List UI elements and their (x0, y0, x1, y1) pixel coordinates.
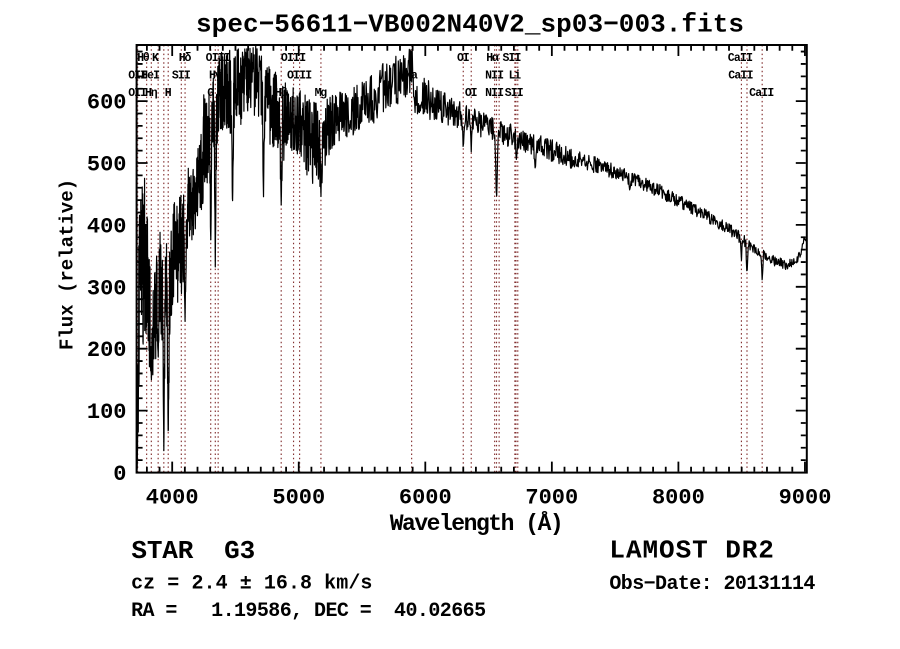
svg-text:9000: 9000 (779, 486, 832, 511)
svg-text:NII: NII (485, 87, 504, 100)
svg-text:8000: 8000 (652, 486, 705, 511)
svg-text:OI: OI (457, 52, 470, 65)
svg-text:OII: OII (128, 87, 147, 100)
svg-text:Flux (relative): Flux (relative) (57, 179, 79, 350)
svg-text:OI: OI (465, 87, 478, 100)
svg-text:SII: SII (172, 70, 191, 83)
svg-text:400: 400 (87, 214, 127, 239)
svg-text:RA = 1.19586, DEC = 40.0266: RA = 1.19586, DEC = 40.02665 (131, 600, 486, 623)
svg-text:5000: 5000 (272, 486, 325, 511)
svg-text:600: 600 (87, 91, 127, 116)
svg-text:cz = 2.4 ± 16.8 km/s: cz = 2.4 ± 16.8 km/s (131, 573, 372, 596)
svg-text:Hδ: Hδ (179, 52, 192, 65)
svg-text:OIII: OIII (287, 70, 312, 83)
svg-text:K: K (152, 52, 159, 65)
svg-text:SII: SII (505, 87, 524, 100)
svg-text:Li: Li (509, 70, 522, 83)
svg-text:CaII: CaII (728, 70, 753, 83)
svg-text:NII: NII (485, 70, 504, 83)
svg-text:SII: SII (503, 52, 522, 65)
svg-text:STAR G3: STAR G3 (131, 536, 255, 566)
svg-text:spec−56611−VB002N40V2_sp03−003: spec−56611−VB002N40V2_sp03−003.fits (196, 10, 744, 40)
svg-text:CaII: CaII (728, 52, 753, 65)
svg-text:Hη: Hη (145, 87, 158, 100)
svg-text:OIII: OIII (281, 52, 306, 65)
svg-text:HeI: HeI (141, 70, 160, 83)
svg-text:500: 500 (87, 153, 127, 178)
svg-text:200: 200 (87, 338, 127, 363)
svg-text:4000: 4000 (146, 486, 199, 511)
svg-text:LAMOST DR2: LAMOST DR2 (609, 536, 774, 566)
svg-text:OIII: OIII (206, 52, 231, 65)
svg-text:6000: 6000 (399, 486, 452, 511)
svg-text:Mg: Mg (315, 87, 328, 100)
svg-text:0: 0 (113, 462, 126, 487)
svg-text:CaII: CaII (749, 87, 774, 100)
svg-text:G: G (207, 87, 214, 100)
svg-text:Obs−Date: 20131114: Obs−Date: 20131114 (609, 573, 815, 596)
svg-text:Wavelength (Å): Wavelength (Å) (390, 510, 564, 537)
svg-text:Hα: Hα (486, 52, 499, 65)
svg-text:7000: 7000 (525, 486, 578, 511)
svg-text:300: 300 (87, 276, 127, 301)
svg-text:Hθ: Hθ (137, 52, 150, 65)
svg-text:H: H (165, 87, 172, 100)
svg-text:100: 100 (87, 400, 127, 425)
